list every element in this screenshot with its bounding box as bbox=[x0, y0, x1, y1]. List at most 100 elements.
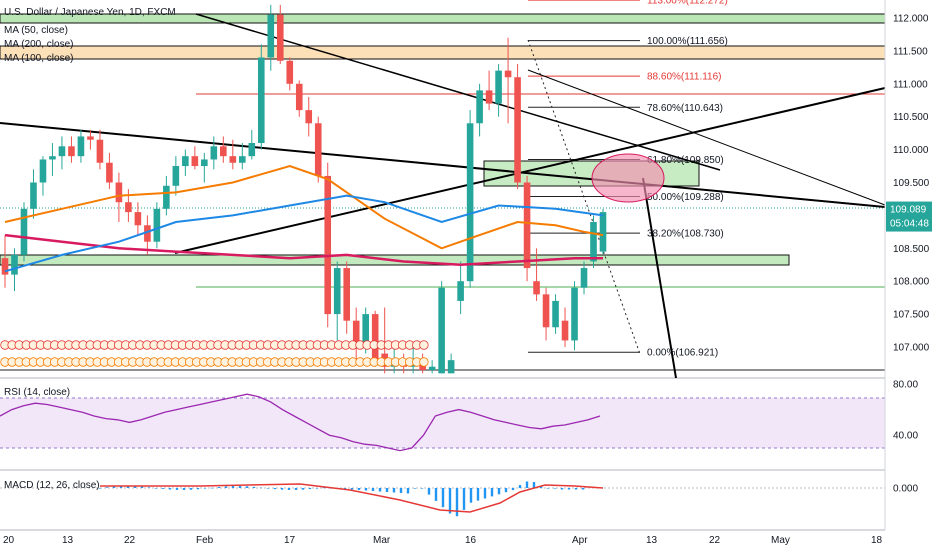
price-tick-label: 107.500 bbox=[893, 310, 930, 321]
time-tick-label: 22 bbox=[124, 535, 136, 546]
macd-histogram-bar bbox=[273, 488, 277, 490]
macd-histogram-bar bbox=[553, 488, 557, 489]
macd-histogram-bar bbox=[119, 486, 123, 488]
countdown-label: 05:04:48 bbox=[890, 219, 929, 230]
candle-body bbox=[580, 268, 588, 288]
rsi-line bbox=[0, 393, 601, 452]
candle-body bbox=[163, 185, 170, 209]
candle-body bbox=[172, 166, 180, 186]
ma100-label: MA (100, close) bbox=[4, 53, 73, 64]
price-tick-label: 111.000 bbox=[893, 79, 928, 90]
candle-body bbox=[68, 146, 75, 157]
macd-histogram-bar bbox=[490, 488, 494, 497]
macd-histogram-bar bbox=[210, 487, 214, 489]
candle-body bbox=[49, 156, 56, 160]
macd-histogram-bar bbox=[308, 488, 312, 490]
candle-body bbox=[115, 182, 123, 203]
event-marker bbox=[419, 357, 429, 367]
candle-body bbox=[267, 14, 275, 58]
candle-body bbox=[239, 156, 246, 163]
macd-histogram-bar bbox=[196, 488, 200, 490]
macd-histogram-bar bbox=[378, 488, 382, 492]
candle-body bbox=[571, 287, 578, 341]
time-tick-label: Feb bbox=[196, 535, 214, 546]
candle-body bbox=[514, 77, 521, 183]
candle-body bbox=[58, 146, 66, 157]
macd-histogram-bar bbox=[182, 488, 186, 490]
fib-level-label: 78.60%(110.643) bbox=[647, 103, 723, 114]
macd-histogram-bar bbox=[175, 488, 179, 490]
macd-histogram-bar bbox=[266, 488, 270, 489]
macd-histogram-bar bbox=[343, 488, 347, 490]
macd-histogram-bar bbox=[399, 488, 403, 493]
macd-histogram-bar bbox=[315, 488, 319, 489]
macd-histogram-bar bbox=[203, 488, 207, 489]
macd-histogram-bar bbox=[231, 486, 235, 488]
time-tick-label: 20 bbox=[3, 535, 15, 546]
ma50-label: MA (50, close) bbox=[4, 25, 68, 36]
candle-body bbox=[305, 110, 313, 124]
macd-histogram-bar bbox=[483, 488, 487, 499]
rsi-label: RSI (14, close) bbox=[4, 387, 70, 398]
fib-level-label: 100.00%(111.656) bbox=[647, 36, 728, 47]
candle-body bbox=[87, 136, 94, 140]
macd-histogram-bar bbox=[161, 488, 165, 489]
trend-line bbox=[174, 87, 886, 254]
macd-histogram-bar bbox=[217, 487, 221, 488]
time-axis: 20 13 22 Feb 17 Mar 16 Apr 13 22 May 18 bbox=[3, 535, 883, 546]
time-tick-label: May bbox=[771, 535, 790, 546]
macd-histogram-bar bbox=[364, 488, 368, 491]
fib-level-label: 88.60%(111.116) bbox=[647, 72, 722, 83]
candle-body bbox=[533, 281, 540, 295]
macd-histogram-bar bbox=[294, 488, 298, 490]
trend-line bbox=[527, 69, 886, 206]
macd-pane bbox=[0, 481, 885, 517]
macd-histogram-bar bbox=[476, 488, 480, 501]
macd-histogram-bar bbox=[448, 488, 452, 514]
ma200-line bbox=[4, 233, 603, 267]
macd-histogram-bar bbox=[504, 488, 508, 493]
macd-histogram-bar bbox=[133, 486, 137, 488]
candle-body bbox=[106, 162, 113, 183]
event-marker bbox=[419, 340, 429, 350]
candle-body bbox=[96, 139, 104, 163]
time-tick-label: 18 bbox=[871, 535, 883, 546]
candle-body bbox=[276, 14, 284, 61]
highlight-ellipse bbox=[591, 153, 665, 203]
current-price-badge bbox=[886, 201, 932, 232]
macd-histogram-bar bbox=[154, 488, 158, 489]
candle-body bbox=[324, 175, 332, 315]
candle-body bbox=[362, 314, 369, 347]
price-tick-label: 108.500 bbox=[893, 244, 930, 255]
macd-histogram-bar bbox=[581, 488, 585, 490]
candle-body bbox=[476, 90, 483, 124]
rsi-tick-label: 40.00 bbox=[893, 431, 918, 442]
macd-histogram-bar bbox=[168, 488, 172, 490]
rsi-pane bbox=[0, 393, 885, 452]
candle-body bbox=[599, 212, 607, 252]
candle-body bbox=[504, 70, 512, 78]
macd-histogram-bar bbox=[525, 481, 529, 488]
macd-histogram-bar bbox=[511, 488, 515, 491]
macd-histogram-bar bbox=[406, 488, 410, 494]
candle-body bbox=[229, 156, 237, 163]
time-tick-label: Apr bbox=[572, 535, 588, 546]
macd-histogram-bar bbox=[105, 487, 109, 488]
macd-histogram-bar bbox=[455, 488, 459, 517]
macd-histogram-bar bbox=[560, 488, 564, 490]
time-tick-label: Mar bbox=[373, 535, 391, 546]
macd-histogram-bar bbox=[392, 488, 396, 493]
macd-histogram-bar bbox=[434, 488, 438, 501]
price-tick-label: 110.000 bbox=[893, 145, 929, 156]
candle-body bbox=[77, 136, 85, 157]
macd-histogram-bar bbox=[469, 488, 473, 503]
candle-body bbox=[314, 123, 322, 176]
macd-histogram-bar bbox=[350, 488, 354, 490]
macd-histogram-bar bbox=[385, 488, 389, 492]
symbol-title: U.S. Dollar / Japanese Yen, 1D, FXCM bbox=[4, 7, 176, 18]
candle-body bbox=[542, 294, 550, 328]
ma50-line bbox=[4, 164, 604, 250]
price-tick-label: 110.500 bbox=[893, 112, 929, 123]
fib-level-label: 0.00%(106.921) bbox=[647, 348, 718, 359]
candle-body bbox=[20, 208, 28, 255]
